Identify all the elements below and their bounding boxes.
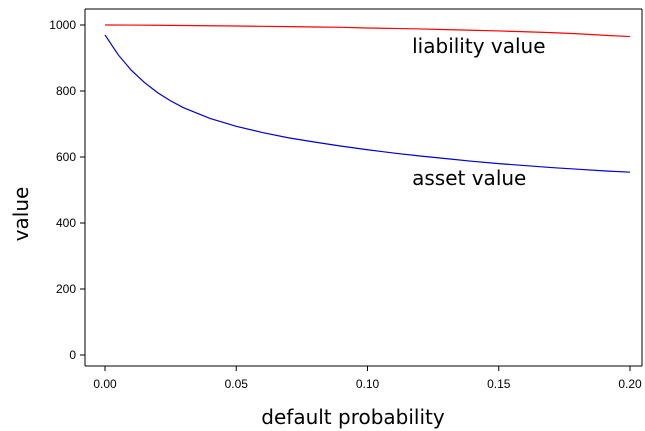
x-tick-label: 0.05 — [225, 377, 249, 391]
y-tick-label: 600 — [56, 150, 76, 164]
asset-value-line — [104, 34, 631, 173]
y-tick-label: 0 — [69, 348, 76, 362]
y-axis-ticks: 0 200 400 600 800 1000 — [49, 18, 85, 362]
x-tick-label: 0.20 — [618, 377, 642, 391]
x-tick-label: 0.00 — [93, 377, 117, 391]
x-tick-label: 0.10 — [356, 377, 380, 391]
x-axis-ticks: 0.00 0.05 0.10 0.15 0.20 — [93, 366, 642, 391]
plot-frame — [84, 8, 643, 367]
y-tick-label: 1000 — [49, 18, 76, 32]
asset-value-label: asset value — [412, 166, 526, 190]
liability-value-label: liability value — [412, 34, 545, 58]
x-axis-title: default probability — [261, 405, 445, 429]
series-layer — [104, 24, 631, 173]
y-tick-label: 800 — [56, 84, 76, 98]
liability-value-line — [104, 24, 631, 38]
x-tick-label: 0.15 — [487, 377, 511, 391]
y-tick-label: 200 — [56, 282, 76, 296]
y-tick-label: 400 — [56, 216, 76, 230]
annotation-layer: liability value asset value — [412, 34, 545, 190]
y-axis-title: value — [9, 187, 33, 242]
